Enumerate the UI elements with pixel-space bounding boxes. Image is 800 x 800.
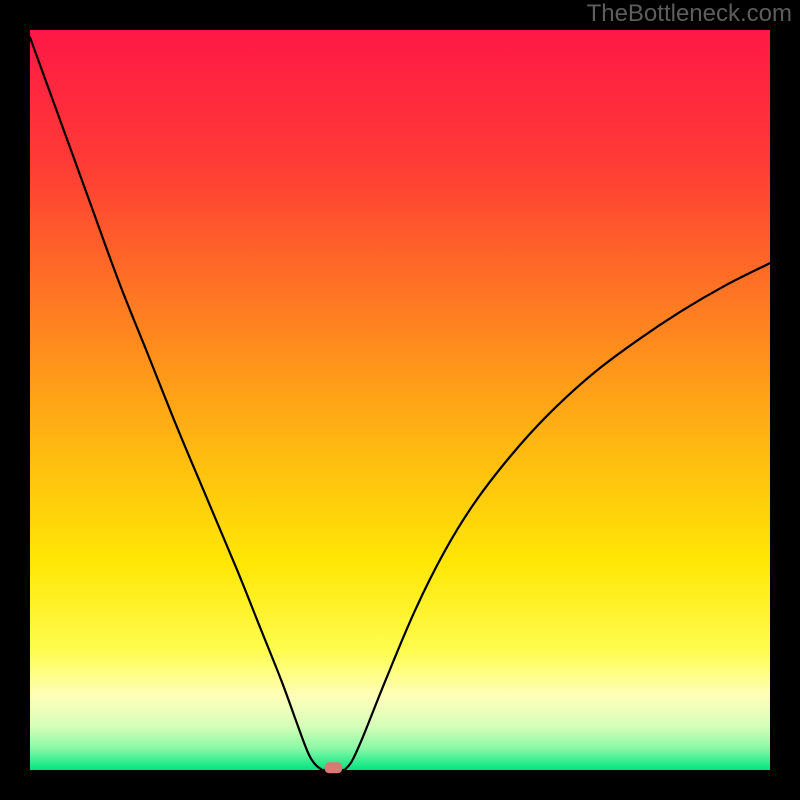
optimum-marker (324, 762, 342, 773)
plot-background (30, 30, 770, 770)
chart-wrapper: TheBottleneck.com (0, 0, 800, 800)
watermark: TheBottleneck.com (587, 0, 792, 28)
chart-svg (0, 0, 800, 800)
